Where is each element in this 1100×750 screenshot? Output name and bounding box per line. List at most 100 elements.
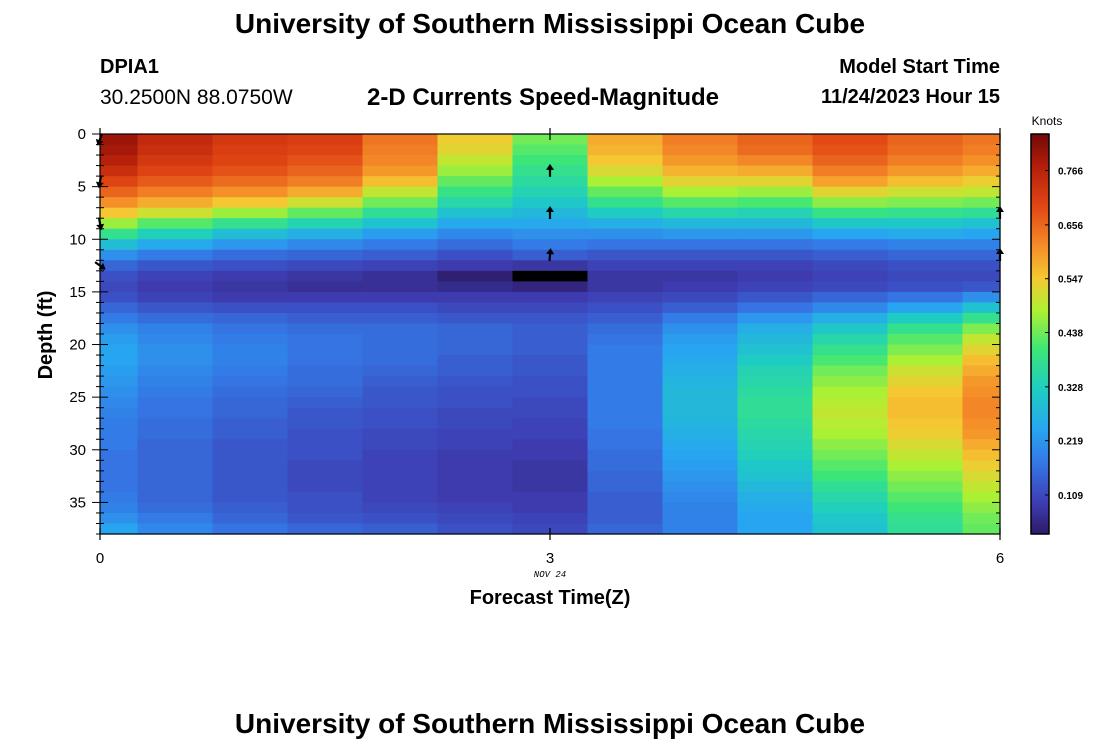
heatmap-cell — [100, 144, 139, 156]
heatmap-cell — [137, 344, 214, 356]
heatmap-cell — [437, 397, 514, 409]
heatmap-cell — [437, 512, 514, 525]
heatmap-cell — [437, 165, 514, 177]
heatmap-cells — [100, 134, 1001, 535]
heatmap-cell — [962, 376, 1001, 388]
heatmap-cell — [887, 470, 964, 482]
heatmap-cell — [212, 291, 289, 304]
heatmap-cell — [737, 376, 814, 388]
heatmap-cell — [812, 312, 889, 325]
heatmap-cell — [100, 281, 139, 293]
x-tick-label: 3 — [546, 550, 554, 567]
heatmap-cell — [962, 155, 1001, 167]
heatmap-cell — [137, 439, 214, 451]
heatmap-cell — [212, 449, 289, 461]
heatmap-cell — [812, 165, 889, 177]
heatmap-cell — [587, 365, 664, 377]
heatmap-cell — [587, 207, 664, 219]
heatmap-cell — [287, 323, 364, 335]
heatmap-cell — [662, 512, 739, 525]
heatmap-cell — [887, 523, 964, 535]
heatmap-cell — [287, 491, 364, 504]
heatmap-cell — [100, 428, 139, 440]
heatmap-cell — [287, 134, 364, 146]
heatmap-cell — [662, 355, 739, 367]
heatmap-cell — [212, 502, 289, 514]
heatmap-cell — [587, 460, 664, 472]
heatmap-cell — [812, 218, 889, 230]
heatmap-cell — [737, 144, 814, 156]
heatmap-cell — [362, 449, 439, 461]
heatmap-cell — [100, 470, 139, 482]
heatmap-cell — [512, 291, 589, 304]
heatmap-cell — [662, 470, 739, 482]
heatmap-cell — [212, 512, 289, 525]
heatmap-cell — [887, 144, 964, 156]
heatmap-cell — [812, 428, 889, 440]
heatmap-cell — [362, 344, 439, 356]
heatmap-cell — [137, 312, 214, 325]
heatmap-cell — [362, 355, 439, 367]
heatmap-cell — [137, 134, 214, 146]
heatmap-cell — [362, 207, 439, 219]
heatmap-cell — [287, 291, 364, 304]
heatmap-cell — [587, 218, 664, 230]
heatmap-cell — [437, 470, 514, 482]
heatmap-cell — [887, 323, 964, 335]
heatmap-cell — [362, 281, 439, 293]
heatmap-cell — [137, 460, 214, 472]
heatmap-cell — [212, 323, 289, 335]
heatmap-cell — [587, 449, 664, 461]
heatmap-cell — [100, 323, 139, 335]
heatmap-cell — [362, 144, 439, 156]
heatmap-cell — [137, 428, 214, 440]
heatmap-cell — [812, 249, 889, 261]
heatmap-cell — [437, 144, 514, 156]
heatmap-cell — [662, 312, 739, 325]
heatmap-cell — [887, 502, 964, 514]
heatmap-cell — [100, 302, 139, 314]
heatmap-cell — [212, 155, 289, 167]
heatmap-cell — [137, 218, 214, 230]
heatmap-cell — [962, 239, 1001, 251]
heatmap-cell — [287, 449, 364, 461]
heatmap-cell — [212, 439, 289, 451]
heatmap-cell — [212, 165, 289, 177]
heatmap-cell — [137, 207, 214, 219]
heatmap-cell — [512, 449, 589, 461]
heatmap-cell — [662, 249, 739, 261]
heatmap-cell — [812, 260, 889, 272]
heatmap-cell — [737, 386, 814, 398]
heatmap-cell — [362, 428, 439, 440]
heatmap-cell — [662, 344, 739, 356]
y-tick-label: 25 — [69, 389, 86, 406]
heatmap-cell — [887, 428, 964, 440]
heatmap-cell — [737, 270, 814, 282]
heatmap-cell — [737, 481, 814, 493]
heatmap-cell — [962, 470, 1001, 482]
heatmap-cell — [887, 176, 964, 188]
heatmap-cell — [587, 502, 664, 514]
heatmap-cell — [887, 218, 964, 230]
heatmap-cell — [212, 481, 289, 493]
heatmap-cell — [812, 470, 889, 482]
heatmap-cell — [212, 186, 289, 198]
heatmap-cell — [737, 439, 814, 451]
heatmap-cell — [662, 228, 739, 240]
y-tick-label: 15 — [69, 284, 86, 301]
heatmap-cell — [287, 407, 364, 419]
heatmap-cell — [962, 228, 1001, 240]
heatmap-cell — [587, 302, 664, 314]
heatmap-cell — [437, 355, 514, 367]
heatmap-cell — [662, 407, 739, 419]
heatmap-cell — [662, 376, 739, 388]
heatmap-cell — [962, 176, 1001, 188]
heatmap-cell — [287, 365, 364, 377]
heatmap-cell — [662, 186, 739, 198]
heatmap-cell — [100, 344, 139, 356]
heatmap-cell — [587, 134, 664, 146]
heatmap-cell — [212, 428, 289, 440]
heatmap-cell — [362, 470, 439, 482]
heatmap-cell — [962, 502, 1001, 514]
heatmap-cell — [287, 512, 364, 525]
